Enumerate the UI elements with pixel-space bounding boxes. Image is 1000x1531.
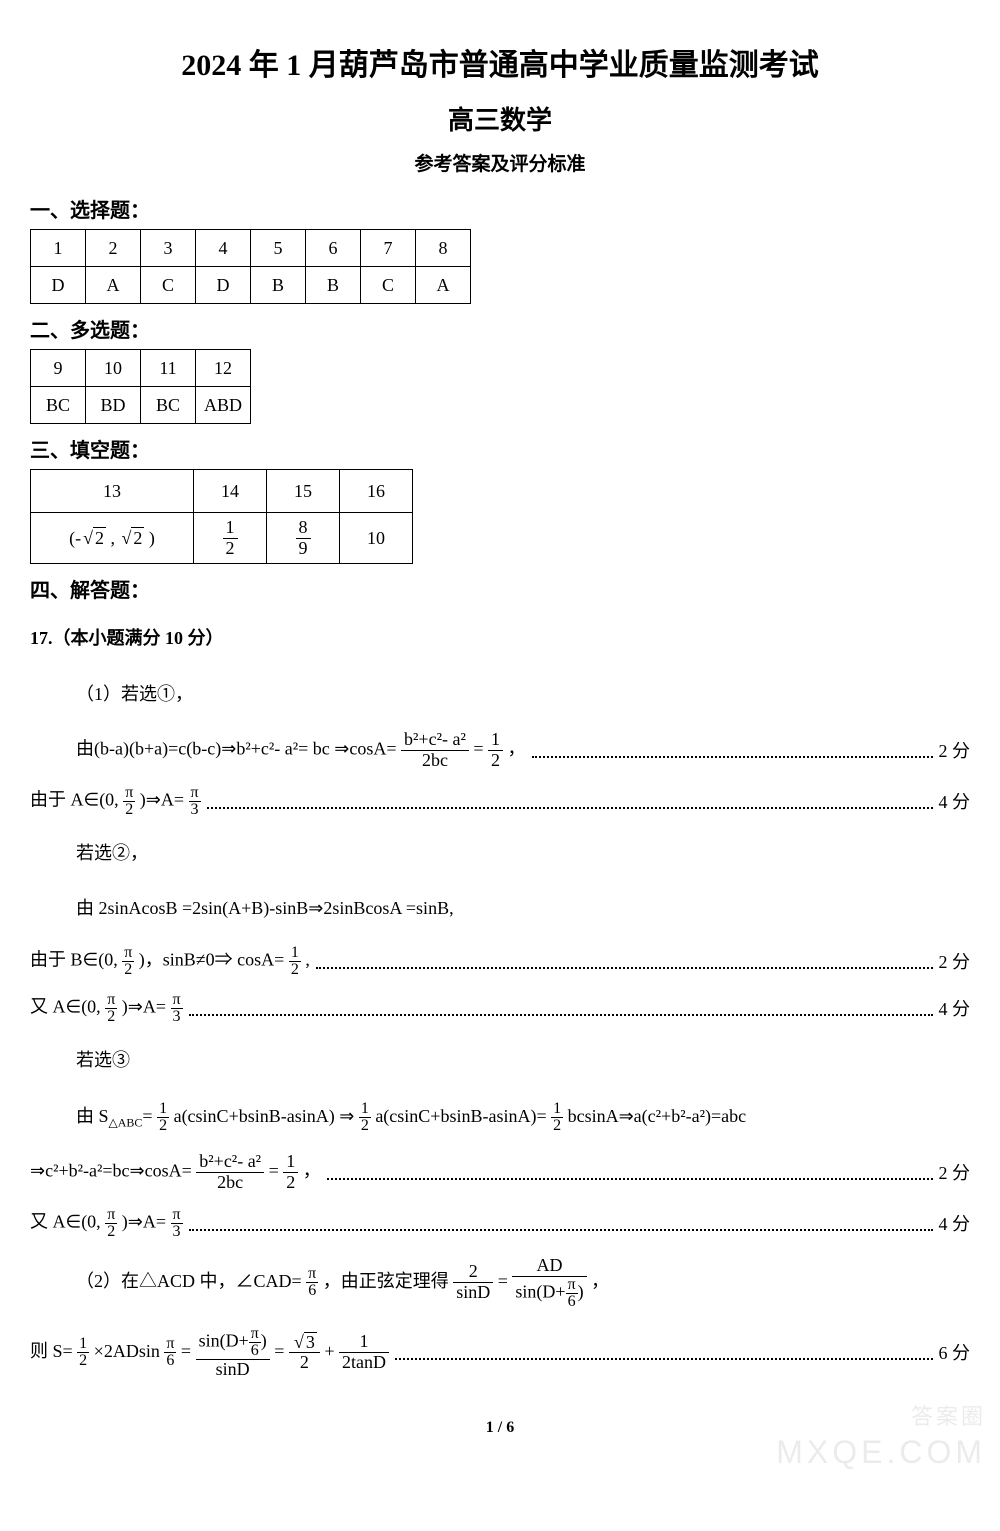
math: 又 A∈(0, π2 )⇒A= π3 [30, 992, 183, 1025]
cell: 2 [86, 230, 141, 267]
table-row: 13 14 15 16 [31, 470, 413, 513]
page-number: 1 / 6 [30, 1419, 970, 1437]
ref-title: 参考答案及评分标准 [30, 149, 970, 176]
table-fill: 13 14 15 16 (-2 , 2 ) 12 89 10 [30, 469, 413, 564]
cell: 6 [306, 230, 361, 267]
q17-opt2-label: 若选②， [30, 834, 970, 874]
q17-part2: （2）在△ACD 中，∠CAD= π6 ，由正弦定理得 2sinD = AD s… [30, 1256, 970, 1310]
table-row: 9 10 11 12 [31, 350, 251, 387]
section-2-label: 二、多选题： [30, 314, 970, 343]
cell: C [141, 267, 196, 304]
table-choice: 1 2 3 4 5 6 7 8 D A C D B B C A [30, 229, 471, 304]
section-4-label: 四、解答题： [30, 574, 970, 603]
q17-title: 17.（本小题满分 10 分） [30, 619, 970, 659]
cell: 3 [141, 230, 196, 267]
math: 由(b-a)(b+a)=c(b-c)⇒b²+c²- a²= bc ⇒cosA= … [30, 730, 526, 771]
math: ⇒c²+b²-a²=bc⇒cosA= b²+c²- a²2bc = 12 ， [30, 1152, 321, 1193]
cell: 12 [196, 350, 251, 387]
text: ) [144, 528, 155, 548]
cell: B [306, 267, 361, 304]
frac-den: 2 [223, 539, 238, 559]
table-row: 1 2 3 4 5 6 7 8 [31, 230, 471, 267]
cell: D [196, 267, 251, 304]
cell-13: (- 2 , 2 ) [31, 513, 194, 564]
cell: BD [86, 387, 141, 424]
table-multichoice: 9 10 11 12 BC BD BC ABD [30, 349, 251, 424]
math: 由于 A∈(0, π2 )⇒A= π3 [30, 785, 201, 818]
q17-line1: 由(b-a)(b+a)=c(b-c)⇒b²+c²- a²= bc ⇒cosA= … [30, 730, 970, 771]
q17-opt3-label: 若选③ [30, 1041, 970, 1081]
math: 又 A∈(0, π2 )⇒A= π3 [30, 1207, 183, 1240]
sub-title: 高三数学 [30, 100, 970, 137]
cell: A [416, 267, 471, 304]
q17-line8: 又 A∈(0, π2 )⇒A= π3 4 分 [30, 1207, 970, 1240]
cell: 13 [31, 470, 194, 513]
q17-line7: ⇒c²+b²-a²=bc⇒cosA= b²+c²- a²2bc = 12 ， 2… [30, 1152, 970, 1193]
watermark-text-2: MXQE.COM [776, 1434, 986, 1471]
frac-num: 8 [296, 518, 311, 539]
cell: D [31, 267, 86, 304]
cell: BC [141, 387, 196, 424]
math: 则 S= 12 ×2ADsin π6 = sin(D+π6) sinD = 3 … [30, 1326, 389, 1380]
cell: 9 [31, 350, 86, 387]
points: 4 分 [939, 1210, 971, 1236]
q17-line6: 由 S△ABC= 12 a(csinC+bsinB-asinA) ⇒ 12 a(… [30, 1097, 970, 1137]
q17-line4: 由于 B∈(0, π2 )，sinB≠0⇒ cosA= 12 , 2 分 [30, 945, 970, 978]
section-1-label: 一、选择题： [30, 194, 970, 223]
points: 4 分 [939, 788, 971, 814]
points: 2 分 [939, 737, 971, 763]
cell: 15 [267, 470, 340, 513]
q17-line-s: 则 S= 12 ×2ADsin π6 = sin(D+π6) sinD = 3 … [30, 1326, 970, 1380]
cell: A [86, 267, 141, 304]
points: 4 分 [939, 995, 971, 1021]
cell: 16 [340, 470, 413, 513]
points: 6 分 [939, 1339, 971, 1365]
text: , [106, 528, 120, 548]
table-row: D A C D B B C A [31, 267, 471, 304]
table-row: (-2 , 2 ) 12 89 10 [31, 513, 413, 564]
cell: 14 [194, 470, 267, 513]
cell-15: 89 [267, 513, 340, 564]
text: (- [69, 528, 81, 548]
cell: B [251, 267, 306, 304]
cell-14: 12 [194, 513, 267, 564]
sqrt-radicand: 2 [93, 527, 106, 549]
cell: 10 [86, 350, 141, 387]
frac-num: 1 [223, 518, 238, 539]
q17-line5: 又 A∈(0, π2 )⇒A= π3 4 分 [30, 992, 970, 1025]
cell: 11 [141, 350, 196, 387]
section-3-label: 三、填空题： [30, 434, 970, 463]
cell: 8 [416, 230, 471, 267]
q17-line3: 由 2sinAcosB =2sin(A+B)-sinB⇒2sinBcosA =s… [30, 889, 970, 929]
cell: C [361, 267, 416, 304]
sqrt-radicand: 2 [131, 527, 144, 549]
q17-opt1-label: （1）若选①， [30, 675, 970, 715]
cell: ABD [196, 387, 251, 424]
cell: 5 [251, 230, 306, 267]
cell-16: 10 [340, 513, 413, 564]
table-row: BC BD BC ABD [31, 387, 251, 424]
cell: 7 [361, 230, 416, 267]
cell: 1 [31, 230, 86, 267]
q17-line2: 由于 A∈(0, π2 )⇒A= π3 4 分 [30, 785, 970, 818]
frac-den: 9 [296, 539, 311, 559]
cell: 4 [196, 230, 251, 267]
cell: BC [31, 387, 86, 424]
points: 2 分 [939, 948, 971, 974]
math: 由于 B∈(0, π2 )，sinB≠0⇒ cosA= 12 , [30, 945, 310, 978]
points: 2 分 [939, 1159, 971, 1185]
main-title: 2024 年 1 月葫芦岛市普通高中学业质量监测考试 [30, 40, 970, 84]
